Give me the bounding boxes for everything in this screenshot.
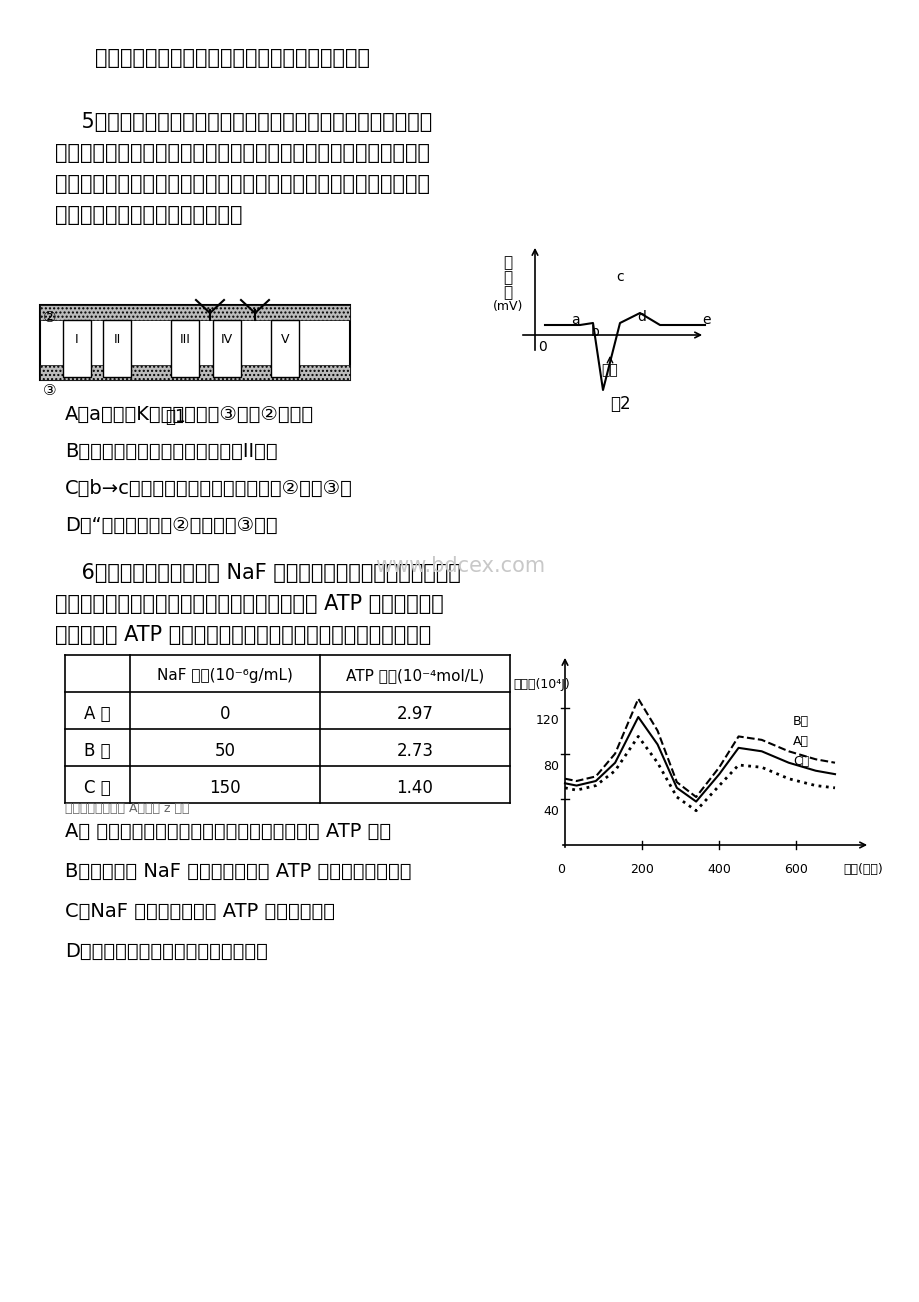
Text: III: III (179, 333, 190, 346)
Text: 1.40: 1.40 (396, 779, 433, 797)
Text: 120: 120 (535, 713, 559, 727)
Text: 0: 0 (538, 340, 546, 354)
Bar (62, 320, 91, 378)
Text: 图1: 图1 (165, 408, 185, 426)
Text: 150: 150 (209, 779, 241, 797)
Text: B．静息电位的形成可能与膀上的II有关: B．静息电位的形成可能与膀上的II有关 (65, 441, 278, 461)
Text: A．a点时，K离子从细胞膀③侧到②侧移动: A．a点时，K离子从细胞膀③侧到②侧移动 (65, 405, 313, 424)
Text: 2.97: 2.97 (396, 704, 433, 723)
Text: 电: 电 (503, 255, 512, 270)
Text: D．“点时，细胞膀②侧电位比③侧高: D．“点时，细胞膀②侧电位比③侧高 (65, 516, 278, 535)
Text: 时间(分钟): 时间(分钟) (842, 863, 882, 876)
Text: e: e (702, 312, 710, 327)
Text: 图2: 图2 (609, 395, 630, 413)
Text: II: II (113, 333, 120, 346)
Text: 性下降使淡巴因子的分泌减少，影响了特异性免疫: 性下降使淡巴因子的分泌减少，影响了特异性免疫 (95, 48, 369, 68)
Text: (mV): (mV) (493, 299, 523, 312)
Text: B 组: B 组 (85, 742, 110, 760)
Text: ATP 浓度(10⁻⁴mol/L): ATP 浓度(10⁻⁴mol/L) (346, 668, 483, 684)
Text: V: V (280, 333, 289, 346)
Text: A组: A组 (792, 736, 808, 749)
Text: ，培养并测量小白鼠细胞代谢产热量及细胞内的 ATP 浓度，分别获: ，培养并测量小白鼠细胞代谢产热量及细胞内的 ATP 浓度，分别获 (55, 594, 443, 615)
Text: 观察正确辨分，第 A案（共 z 页）: 观察正确辨分，第 A案（共 z 页） (65, 802, 189, 815)
Text: ③: ③ (43, 383, 57, 398)
Bar (40, 305, 349, 320)
Text: 产热量(10⁴J): 产热量(10⁴J) (513, 678, 569, 691)
Text: 6．科学家用含不同浓度 NaF 的水溶液喞养小白鼠，一段时间后: 6．科学家用含不同浓度 NaF 的水溶液喞养小白鼠，一段时间后 (55, 562, 460, 583)
Text: 5．离体神经纤维某一部位受到适当刺激时，受刺激部位细胞膀: 5．离体神经纤维某一部位受到适当刺激时，受刺激部位细胞膀 (55, 112, 432, 132)
Text: C组: C组 (792, 755, 809, 768)
Text: 40: 40 (542, 805, 559, 818)
Text: ②: ② (43, 310, 57, 326)
Text: 600: 600 (784, 863, 808, 876)
Text: IV: IV (221, 333, 233, 346)
Bar (40, 305, 349, 380)
Text: NaF 浓度(10⁻⁶g/mL): NaF 浓度(10⁻⁶g/mL) (157, 668, 292, 684)
Text: b: b (590, 326, 599, 339)
Text: www.bdcex.com: www.bdcex.com (375, 556, 544, 575)
Text: 差: 差 (503, 285, 512, 299)
Text: 80: 80 (542, 759, 559, 772)
Bar (171, 320, 199, 378)
Text: 400: 400 (707, 863, 731, 876)
Text: D．该实验采用了空白对照和相互对照: D．该实验采用了空白对照和相互对照 (65, 943, 267, 961)
Text: 2.73: 2.73 (396, 742, 433, 760)
Text: 两侧会出现暂时性的电位变化，产生神经冲动。图１表示该部位神经: 两侧会出现暂时性的电位变化，产生神经冲动。图１表示该部位神经 (55, 143, 429, 163)
Text: B．高浓度的 NaF 组产热量峰值和 ATP 浓度均低于对照组: B．高浓度的 NaF 组产热量峰值和 ATP 浓度均低于对照组 (65, 862, 411, 881)
Text: A． 该实验的测量指标是细胞产热量和细胞内的 ATP 浓度: A． 该实验的测量指标是细胞产热量和细胞内的 ATP 浓度 (65, 822, 391, 841)
Text: c: c (616, 270, 623, 284)
Text: 得细胞内的 ATP 浓度数据和产热量曲线如下。下列分析错误的是: 得细胞内的 ATP 浓度数据和产热量曲线如下。下列分析错误的是 (55, 625, 431, 644)
Text: C．NaF 对细胞代谢产生 ATP 有抑制作用．: C．NaF 对细胞代谢产生 ATP 有抑制作用． (65, 902, 335, 921)
Text: a: a (570, 312, 579, 327)
Text: C．b→c过程中，大量钔离子从细胞膀②侧到③侧: C．b→c过程中，大量钔离子从细胞膀②侧到③侧 (65, 479, 353, 497)
Text: 细胞的细胞膀结构示意图。图２表示该部位受刺激前后，膀两侧电位: 细胞的细胞膀结构示意图。图２表示该部位受刺激前后，膀两侧电位 (55, 174, 429, 194)
Bar (213, 320, 241, 378)
Text: 0: 0 (220, 704, 230, 723)
Bar (271, 320, 299, 378)
Text: 刺激: 刺激 (601, 363, 618, 378)
Bar (40, 365, 349, 380)
Text: 50: 50 (214, 742, 235, 760)
Text: 200: 200 (630, 863, 653, 876)
Text: C 组: C 组 (84, 779, 111, 797)
Text: 位: 位 (503, 270, 512, 285)
Text: d: d (637, 310, 646, 324)
Text: 0: 0 (556, 863, 564, 876)
Text: B组: B组 (792, 715, 808, 728)
Text: A 组: A 组 (85, 704, 110, 723)
Text: 差的变化。下列叙述中，错误的是: 差的变化。下列叙述中，错误的是 (55, 204, 243, 225)
Text: I: I (75, 333, 79, 346)
Bar (103, 320, 130, 378)
